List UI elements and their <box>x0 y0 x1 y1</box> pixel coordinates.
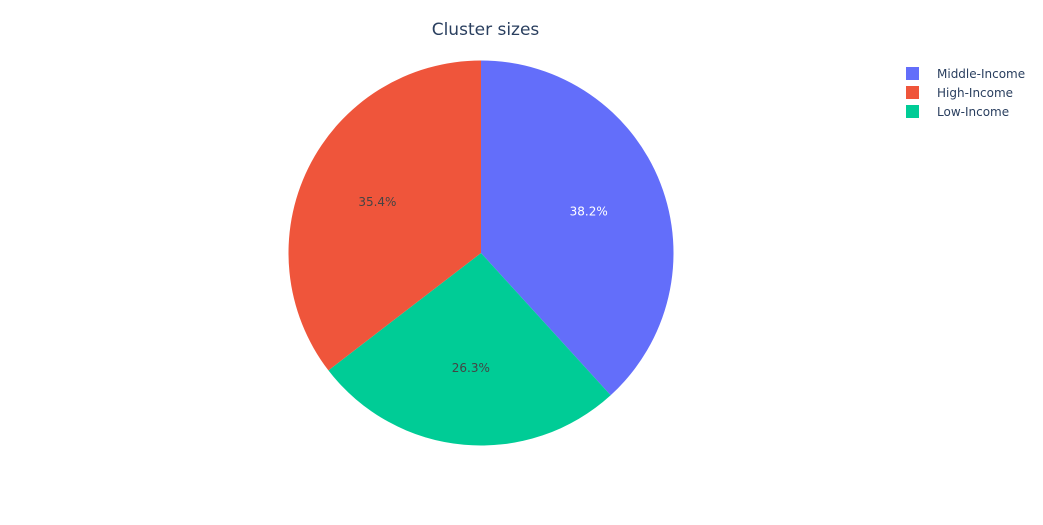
legend-swatch-high-income <box>906 86 919 99</box>
legend: Middle-Income High-Income Low-Income <box>906 64 1025 121</box>
pie-slice-high-income[interactable] <box>288 60 481 371</box>
pie-slice-low-income[interactable] <box>328 253 611 446</box>
legend-item-low-income[interactable]: Low-Income <box>906 102 1025 121</box>
legend-item-high-income[interactable]: High-Income <box>906 83 1025 102</box>
legend-swatch-middle-income <box>906 67 919 80</box>
legend-label-low-income: Low-Income <box>937 104 1010 119</box>
slice-label-middle-income: 38.2% <box>570 204 608 218</box>
pie-slice-middle-income[interactable] <box>481 60 674 396</box>
legend-label-middle-income: Middle-Income <box>937 66 1026 81</box>
slice-label-high-income: 35.4% <box>358 195 396 209</box>
legend-swatch-low-income <box>906 105 919 118</box>
legend-label-high-income: High-Income <box>937 85 1014 100</box>
legend-item-middle-income[interactable]: Middle-Income <box>906 64 1025 83</box>
chart-title: Cluster sizes <box>431 20 540 40</box>
slice-label-low-income: 26.3% <box>452 361 490 375</box>
